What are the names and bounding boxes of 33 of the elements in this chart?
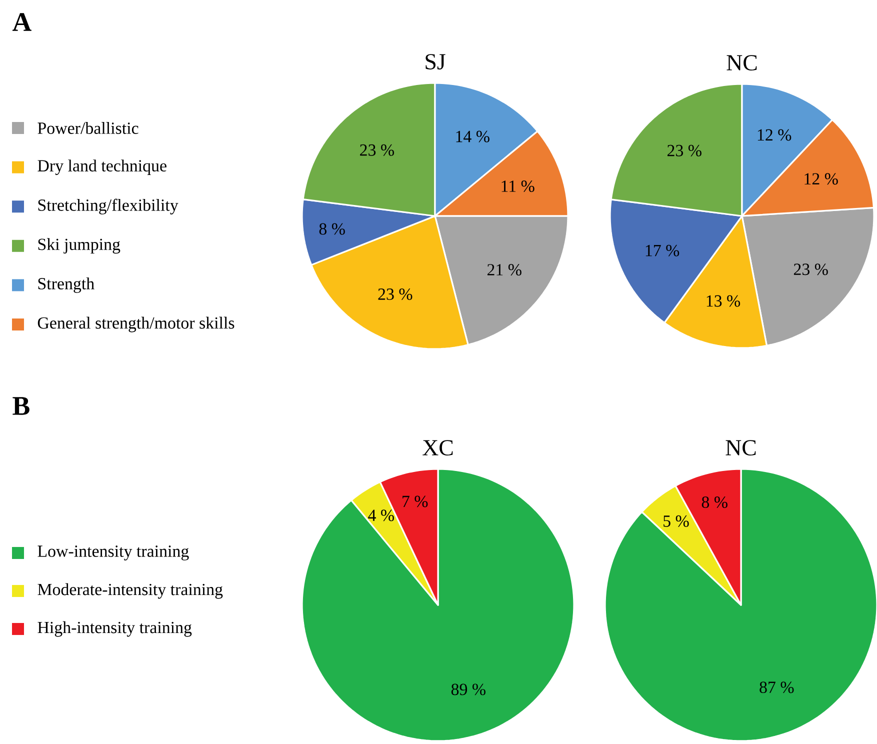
text: A — [12, 13, 32, 31]
data-label: 7 % — [402, 496, 428, 508]
data-label: 11 % — [502, 180, 534, 192]
legend-label: High-intensity training — [38, 621, 192, 637]
data-label: 13 % — [706, 295, 740, 307]
data-label: 8 % — [319, 223, 345, 235]
legend-label: Power/ballistic — [38, 122, 138, 134]
legend-label: Stretching/flexibility — [38, 198, 178, 214]
data-label: 4 % — [368, 510, 394, 522]
legend-label: Dry land technique — [38, 160, 166, 175]
chart-title: NC — [726, 55, 757, 70]
data-label: 12 % — [758, 129, 792, 141]
data-label: 8 % — [702, 496, 728, 508]
chart-title: SJ — [426, 54, 446, 70]
data-label: 12 % — [804, 173, 838, 185]
data-label: 23 % — [668, 144, 702, 156]
legend-label: General strength/motor skills — [38, 316, 234, 332]
data-label: 87 % — [760, 682, 794, 694]
data-label: 89 % — [451, 684, 486, 696]
legend-label: Ski jumping — [38, 238, 120, 254]
data-label: 23 % — [378, 288, 412, 300]
data-label: 23 % — [794, 264, 828, 276]
text: B — [12, 397, 30, 415]
data-label: 5 % — [664, 515, 689, 527]
chart-title: NC — [726, 440, 756, 456]
data-label: 14 % — [456, 130, 490, 142]
legend-label: Moderate-intensity training — [38, 583, 223, 599]
data-label: 21 % — [487, 264, 522, 276]
data-label: 17 % — [646, 244, 680, 256]
legend-label: Low-intensity training — [38, 546, 189, 560]
chart-title: XC — [422, 440, 453, 456]
data-label: 23 % — [360, 144, 394, 156]
legend-label: Strength — [38, 277, 94, 293]
